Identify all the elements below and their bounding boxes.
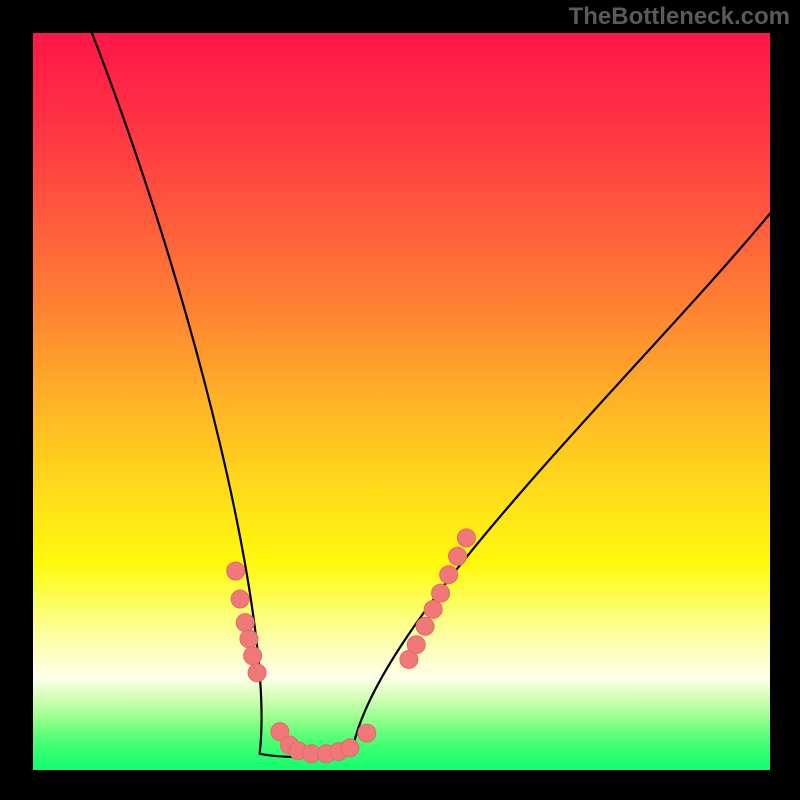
- data-marker: [236, 614, 254, 632]
- data-marker: [449, 547, 467, 565]
- data-marker: [227, 562, 245, 580]
- data-marker: [240, 630, 258, 648]
- data-marker: [248, 664, 266, 682]
- bottleneck-chart: TheBottleneck.com: [0, 0, 800, 800]
- data-marker: [407, 636, 425, 654]
- data-marker: [244, 647, 262, 665]
- data-marker: [457, 529, 475, 547]
- data-marker: [231, 590, 249, 608]
- data-marker: [432, 584, 450, 602]
- data-marker: [424, 600, 442, 618]
- data-marker: [440, 566, 458, 584]
- data-marker: [341, 739, 359, 757]
- data-marker: [416, 617, 434, 635]
- data-marker: [358, 724, 376, 742]
- watermark: TheBottleneck.com: [569, 3, 790, 30]
